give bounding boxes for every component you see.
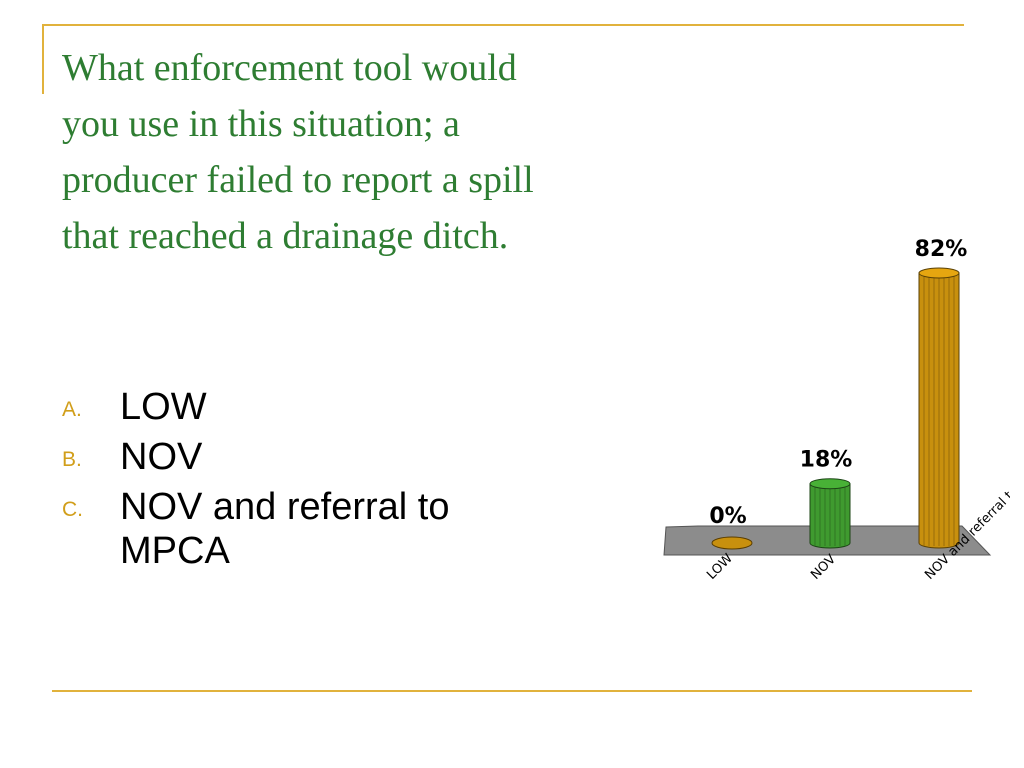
value-label-2: 82% xyxy=(915,237,968,262)
choice-letter-b: B. xyxy=(62,448,82,471)
category-label-0: LOW xyxy=(704,551,736,583)
value-label-0: 0% xyxy=(709,504,746,529)
category-label-1: NOV xyxy=(808,552,839,583)
top-rule xyxy=(42,24,964,26)
choice-text-a: LOW xyxy=(120,386,207,428)
bottom-rule xyxy=(52,690,972,692)
answer-choice-c: C. NOV and referral to MPCA xyxy=(62,485,482,573)
bar-2 xyxy=(918,267,960,549)
answer-choice-b: B. NOV xyxy=(62,435,482,479)
answer-choice-a: A. LOW xyxy=(62,385,482,429)
bar-0 xyxy=(711,536,753,550)
answer-list: A. LOW B. NOV C. NOV and referral to MPC… xyxy=(62,385,482,579)
choice-text-b: NOV xyxy=(120,436,203,478)
value-label-1: 18% xyxy=(800,448,853,473)
bar-1 xyxy=(809,478,851,549)
slide-title: What enforcement tool would you use in t… xyxy=(62,47,534,257)
choice-text-c: NOV and referral to MPCA xyxy=(120,486,450,572)
left-rule xyxy=(42,24,44,94)
choice-letter-c: C. xyxy=(62,498,83,521)
choice-letter-a: A. xyxy=(62,398,82,421)
